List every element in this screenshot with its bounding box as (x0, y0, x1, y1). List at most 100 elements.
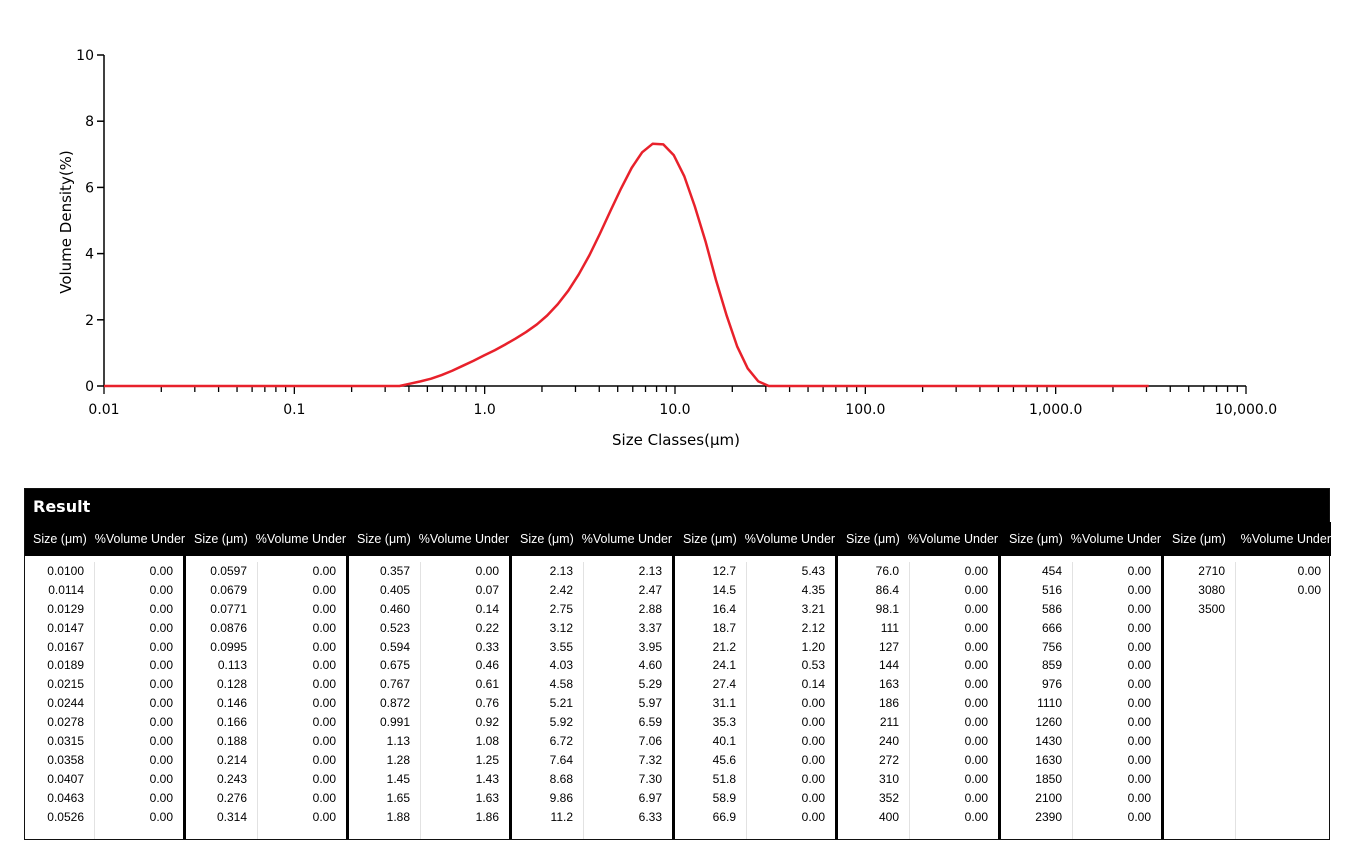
size-cell: 756 (1041, 639, 1062, 654)
y-tick-label: 2 (85, 313, 94, 329)
size-cell: 66.9 (712, 809, 736, 824)
size-cell: 0.460 (379, 601, 410, 616)
size-cell: 0.0114 (48, 582, 84, 597)
volume-cell: 1.86 (475, 809, 499, 824)
x-tick-label: 10,000.0 (1215, 402, 1277, 418)
volume-cell: 0.00 (312, 564, 336, 578)
volume-cell: 0.00 (149, 696, 173, 711)
volume-cell: 0.00 (149, 620, 173, 635)
size-column-header: Size (μm) (846, 532, 900, 546)
x-tick-label: 0.01 (88, 402, 119, 418)
volume-cell: 0.76 (475, 696, 499, 711)
result-title: Result (25, 489, 1329, 522)
size-cell: 454 (1041, 564, 1062, 578)
volume-cell: 0.00 (312, 658, 336, 673)
volume-cell: 0.22 (475, 620, 499, 635)
volume-cell: 0.00 (1127, 601, 1151, 616)
volume-cell: 0.14 (475, 601, 499, 616)
y-axis: 0 2 4 6 8 10 (76, 48, 105, 395)
size-cell: 1110 (1037, 696, 1062, 711)
volume-cell: 0.00 (1127, 639, 1151, 654)
volume-cell: 0.00 (1127, 564, 1151, 578)
volume-cell: 1.43 (475, 771, 499, 786)
size-cell: 9.86 (549, 790, 573, 805)
size-cell: 127 (878, 639, 899, 654)
size-cell: 0.0358 (47, 752, 84, 767)
volume-cell: 0.33 (475, 639, 499, 654)
size-cell: 51.8 (712, 771, 736, 786)
volume-cell: 3.95 (638, 639, 662, 654)
volume-cell: 0.00 (312, 734, 336, 749)
size-cell: 310 (878, 771, 899, 786)
size-column-header: Size (μm) (33, 532, 87, 546)
size-cell: 0.314 (216, 809, 247, 824)
size-cell: 8.68 (549, 771, 573, 786)
size-cell: 1.13 (386, 734, 410, 749)
volume-cell: 0.00 (801, 790, 825, 805)
volume-column-header: %Volume Under (94, 532, 186, 546)
size-cell: 0.0244 (47, 696, 84, 711)
size-column: 2710 3080 3500 (1164, 562, 1236, 839)
volume-cell: 0.00 (149, 658, 173, 673)
volume-cell: 0.00 (312, 715, 336, 730)
size-cell: 0.276 (216, 790, 247, 805)
size-cell: 98.1 (875, 601, 899, 616)
result-group: Size (μm) %Volume Under 0.0100 0.0114 0.0129… (25, 522, 186, 839)
size-cell: 2390 (1035, 809, 1062, 824)
volume-cell: 0.00 (1127, 715, 1151, 730)
y-tick-label: 4 (85, 247, 94, 263)
size-cell: 1630 (1035, 752, 1062, 767)
volume-cell: 0.00 (1127, 734, 1151, 749)
size-cell: 45.6 (712, 752, 736, 767)
volume-cell: 0.00 (149, 715, 173, 730)
size-cell: 3080 (1198, 582, 1225, 597)
size-cell: 586 (1041, 601, 1062, 616)
size-cell: 6.72 (549, 734, 573, 749)
volume-cell: 0.00 (149, 771, 173, 786)
volume-cell: 1.25 (475, 752, 499, 767)
volume-cell: 0.00 (312, 771, 336, 786)
volume-cell: 0.00 (312, 601, 336, 616)
size-cell: 666 (1041, 620, 1062, 635)
size-cell: 86.4 (875, 582, 899, 597)
size-cell: 0.767 (379, 677, 410, 692)
result-group: Size (μm) %Volume Under 454 516 586 666 756 859… (1001, 522, 1164, 839)
x-tick-label: 1,000.0 (1029, 402, 1082, 418)
volume-column: 0.00 0.00 0.00 0.00 0.00 0.00 0.00 0.00 0.00 0.00… (95, 562, 183, 839)
volume-cell: 0.00 (964, 790, 988, 805)
volume-cell: 0.00 (1127, 752, 1151, 767)
size-column: 12.7 14.5 16.4 18.7 21.2 24.1 27.4 31.1 35.3 40.1… (675, 562, 747, 839)
volume-cell: 0.00 (964, 677, 988, 692)
size-cell: 0.128 (216, 677, 247, 692)
group-header: Size (μm) %Volume Under (675, 522, 835, 556)
size-cell: 0.0995 (210, 639, 247, 654)
volume-cell: 0.00 (149, 809, 173, 824)
size-column: 454 516 586 666 756 859 976 1110 1260 1430 1630 185… (1001, 562, 1073, 839)
volume-cell: 0.00 (964, 809, 988, 824)
volume-cell: 7.30 (638, 771, 662, 786)
size-cell: 111 (880, 620, 899, 635)
volume-cell: 5.97 (638, 696, 662, 711)
size-cell: 0.0679 (210, 582, 247, 597)
volume-column: 0.00 0.00 0.00 0.00 0.00 0.00 0.00 0.00 0.00 0.00… (910, 562, 998, 839)
size-column: 2.13 2.42 2.75 3.12 3.55 4.03 4.58 5.21 5.92 6.72… (512, 562, 584, 839)
y-tick-label: 6 (85, 180, 94, 196)
volume-cell: 2.12 (801, 620, 825, 635)
size-cell: 0.214 (216, 752, 247, 767)
volume-cell: 0.00 (312, 696, 336, 711)
y-tick-label: 0 (85, 379, 94, 395)
volume-cell: 7.06 (638, 734, 662, 749)
size-cell: 400 (878, 809, 899, 824)
volume-cell: 0.00 (1127, 771, 1151, 786)
size-cell: 16.4 (712, 601, 736, 616)
size-cell: 0.113 (217, 658, 247, 673)
volume-cell: 0.00 (149, 564, 173, 578)
size-cell: 3.12 (549, 620, 573, 635)
volume-cell: 0.00 (149, 639, 173, 654)
size-cell: 0.188 (216, 734, 247, 749)
size-cell: 14.5 (712, 582, 736, 597)
result-group: Size (μm) %Volume Under 12.7 14.5 16.4 18.7 21… (675, 522, 838, 839)
volume-column-header: %Volume Under (1240, 532, 1331, 546)
size-cell: 5.92 (549, 715, 573, 730)
size-cell: 0.0315 (47, 734, 84, 749)
